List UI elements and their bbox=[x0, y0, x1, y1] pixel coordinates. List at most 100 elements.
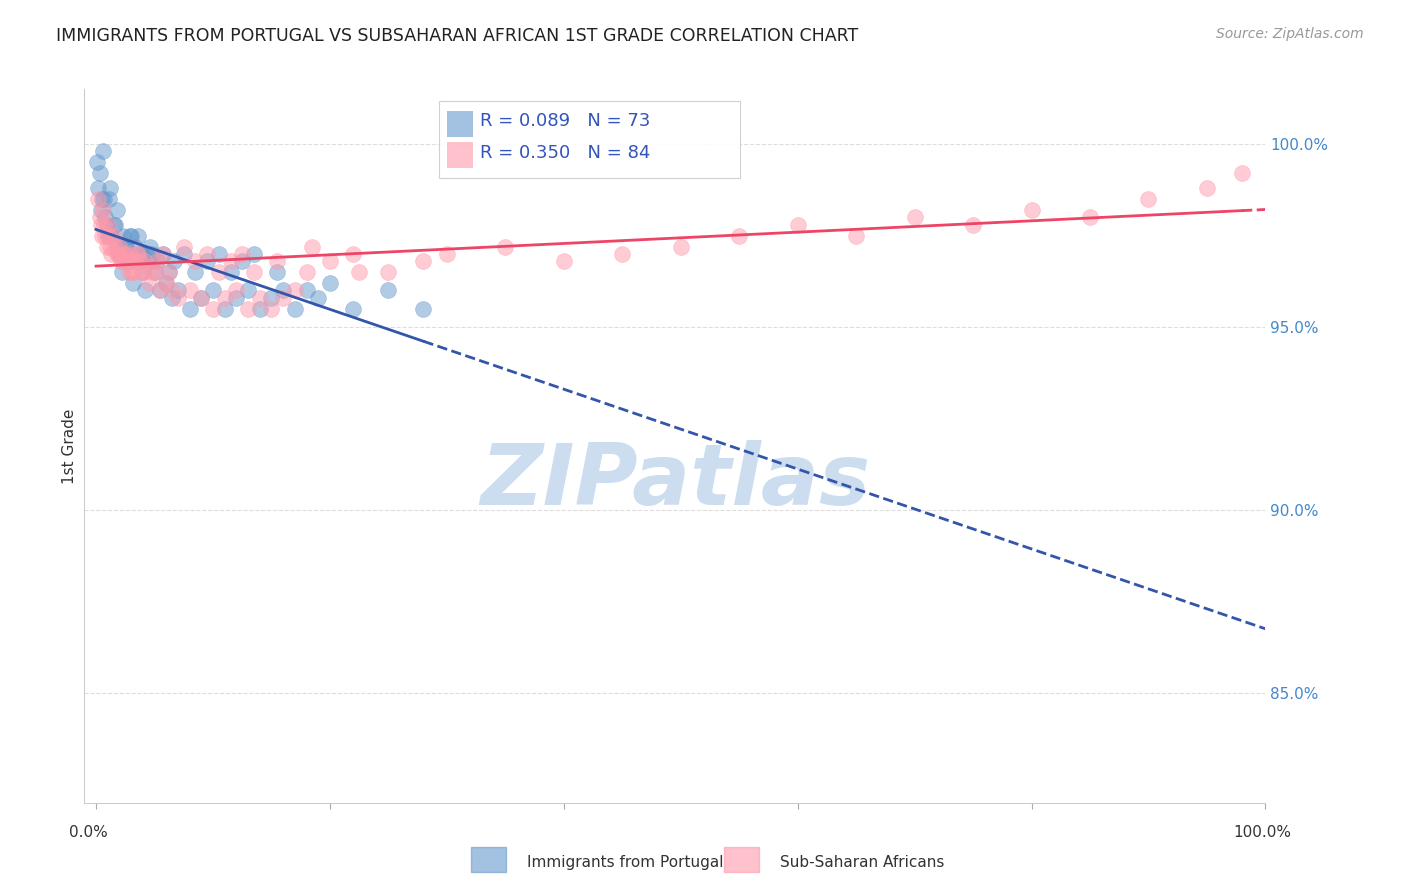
Point bbox=[219, 265, 242, 279]
Point bbox=[1078, 211, 1101, 225]
Point bbox=[131, 247, 153, 261]
Text: Immigrants from Portugal: Immigrants from Portugal bbox=[527, 855, 724, 870]
Point bbox=[90, 228, 112, 243]
Point bbox=[179, 284, 201, 298]
Point bbox=[125, 254, 148, 268]
Point bbox=[87, 192, 110, 206]
Point bbox=[160, 284, 183, 298]
Point bbox=[231, 247, 253, 261]
Point bbox=[90, 192, 112, 206]
Point bbox=[132, 265, 155, 279]
Text: Sub-Saharan Africans: Sub-Saharan Africans bbox=[780, 855, 945, 870]
Point bbox=[107, 247, 129, 261]
FancyBboxPatch shape bbox=[447, 112, 472, 137]
Point bbox=[100, 247, 122, 261]
Point bbox=[93, 192, 115, 206]
Point bbox=[295, 284, 318, 298]
Point bbox=[214, 291, 236, 305]
Point bbox=[295, 265, 318, 279]
Point bbox=[104, 239, 127, 253]
Point bbox=[138, 276, 160, 290]
Point bbox=[301, 239, 323, 253]
Point bbox=[190, 291, 212, 305]
Point bbox=[122, 276, 145, 290]
Point bbox=[184, 265, 207, 279]
Point bbox=[125, 247, 148, 261]
Text: 100.0%: 100.0% bbox=[1233, 825, 1292, 840]
Point bbox=[208, 247, 231, 261]
Point bbox=[120, 254, 142, 268]
Point bbox=[266, 254, 288, 268]
Point bbox=[127, 228, 149, 243]
FancyBboxPatch shape bbox=[439, 102, 740, 178]
Point bbox=[115, 254, 138, 268]
Text: Source: ZipAtlas.com: Source: ZipAtlas.com bbox=[1216, 27, 1364, 41]
Point bbox=[97, 192, 120, 206]
Point bbox=[110, 247, 132, 261]
Point bbox=[214, 301, 236, 316]
FancyBboxPatch shape bbox=[447, 142, 472, 168]
Point bbox=[436, 247, 458, 261]
Point bbox=[87, 181, 110, 195]
Point bbox=[89, 211, 111, 225]
Point bbox=[90, 202, 112, 217]
Point bbox=[155, 276, 177, 290]
Point bbox=[135, 247, 157, 261]
Point bbox=[319, 276, 342, 290]
Point bbox=[100, 228, 122, 243]
Point bbox=[103, 228, 125, 243]
Point bbox=[124, 239, 146, 253]
Point bbox=[1137, 192, 1160, 206]
Point bbox=[107, 239, 129, 253]
Point bbox=[157, 265, 180, 279]
Point bbox=[1021, 202, 1043, 217]
Y-axis label: 1st Grade: 1st Grade bbox=[62, 409, 77, 483]
Point bbox=[307, 291, 329, 305]
Point bbox=[219, 254, 242, 268]
Point bbox=[146, 254, 169, 268]
Point bbox=[179, 301, 201, 316]
Point bbox=[115, 239, 138, 253]
Point bbox=[114, 239, 136, 253]
Point bbox=[260, 301, 283, 316]
Point bbox=[319, 254, 342, 268]
Point bbox=[118, 247, 141, 261]
Point bbox=[260, 291, 283, 305]
Point bbox=[412, 301, 434, 316]
Point bbox=[141, 265, 163, 279]
Point bbox=[208, 265, 231, 279]
Point bbox=[121, 265, 143, 279]
Text: 0.0%: 0.0% bbox=[69, 825, 108, 840]
Point bbox=[94, 211, 117, 225]
Point bbox=[553, 254, 575, 268]
Point bbox=[167, 284, 190, 298]
Point bbox=[284, 284, 307, 298]
Point bbox=[195, 254, 218, 268]
Point bbox=[347, 265, 370, 279]
Point bbox=[612, 247, 634, 261]
Point bbox=[91, 202, 114, 217]
Point bbox=[669, 239, 692, 253]
Point bbox=[98, 181, 121, 195]
Point bbox=[89, 166, 111, 180]
Point bbox=[243, 265, 266, 279]
Point bbox=[152, 247, 174, 261]
Point bbox=[163, 254, 186, 268]
Point bbox=[143, 265, 166, 279]
Point bbox=[149, 284, 172, 298]
Point bbox=[134, 254, 156, 268]
Point bbox=[98, 239, 121, 253]
Point bbox=[111, 228, 134, 243]
Point bbox=[377, 284, 399, 298]
Point bbox=[266, 265, 288, 279]
Point bbox=[249, 301, 271, 316]
Point bbox=[249, 291, 271, 305]
Point bbox=[132, 254, 155, 268]
Point bbox=[160, 291, 183, 305]
Point bbox=[173, 239, 195, 253]
Point bbox=[108, 247, 131, 261]
Point bbox=[152, 247, 174, 261]
Point bbox=[155, 276, 177, 290]
Point bbox=[96, 239, 118, 253]
Point bbox=[284, 301, 307, 316]
